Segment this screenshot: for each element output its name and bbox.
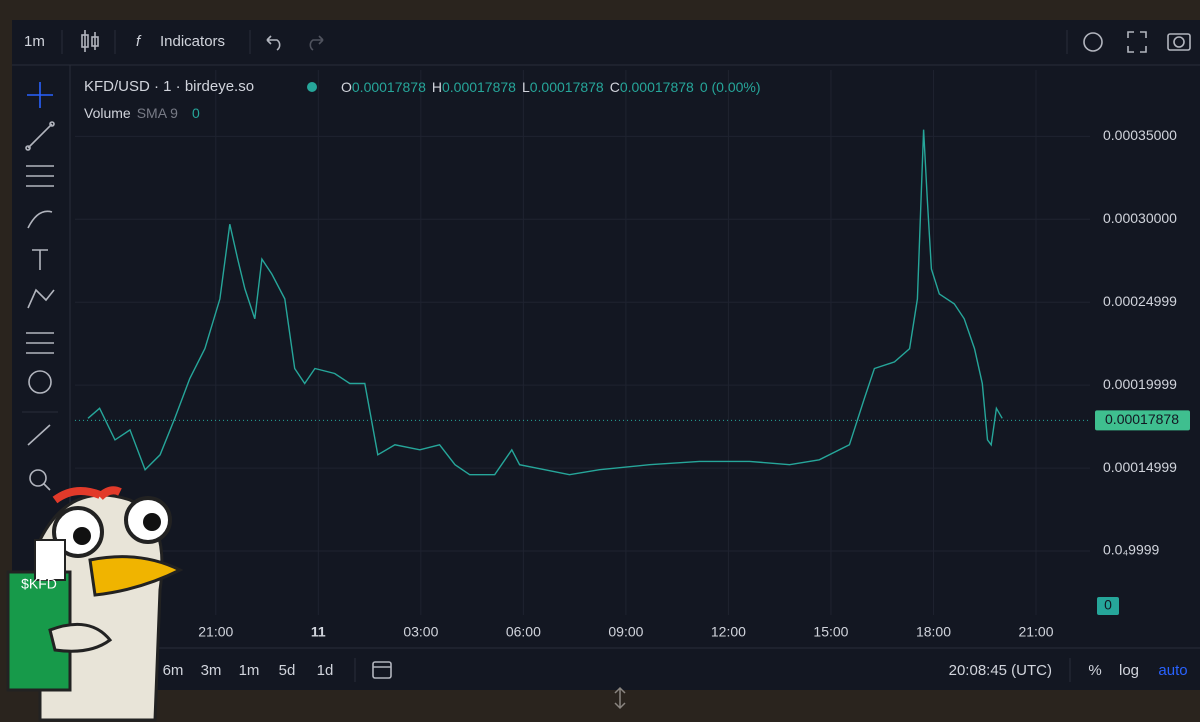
x-tick-label: 21:00 bbox=[198, 624, 233, 640]
value: 0.00017878 bbox=[442, 79, 516, 95]
value: 0.00017878 bbox=[620, 79, 694, 95]
range-button[interactable]: 6m bbox=[163, 662, 184, 679]
y-tick-label: 0.00014999 bbox=[1103, 459, 1177, 475]
ranges: 6m 3m 1m 5d 1d bbox=[163, 662, 334, 679]
x-tick-label: 12:00 bbox=[711, 624, 746, 640]
indicators-button[interactable]: Indicators bbox=[160, 33, 225, 50]
volume-axis-label: 0 bbox=[1104, 597, 1112, 613]
last-price-label: 0.00017878 bbox=[1105, 411, 1179, 427]
sticker-text: $KFD bbox=[21, 576, 57, 592]
fullscreen-icon[interactable] bbox=[1127, 31, 1147, 53]
resize-handle[interactable] bbox=[614, 686, 626, 710]
x-tick-label: 15:00 bbox=[813, 624, 848, 640]
y-tick-label: 0.00019999 bbox=[1103, 376, 1177, 392]
range-button[interactable]: 1m bbox=[239, 662, 260, 679]
value: 0.00017878 bbox=[530, 79, 604, 95]
x-tick-label: 09:00 bbox=[608, 624, 643, 640]
x-tick-label: 18:00 bbox=[916, 624, 951, 640]
log-toggle[interactable]: log bbox=[1119, 662, 1139, 679]
redo-icon[interactable] bbox=[309, 35, 324, 51]
change: 0 (0.00%) bbox=[700, 79, 761, 95]
price-line bbox=[87, 129, 1003, 476]
label: SMA 9 bbox=[137, 105, 178, 121]
x-tick-label: 21:00 bbox=[1018, 624, 1053, 640]
label: O bbox=[341, 79, 352, 95]
label: H bbox=[432, 79, 442, 95]
x-tick-label: 03:00 bbox=[403, 624, 438, 640]
range-button[interactable]: 1d bbox=[317, 662, 334, 679]
interval-button[interactable]: 1m bbox=[24, 33, 45, 50]
fx-icon[interactable]: f bbox=[136, 33, 142, 50]
camera-icon[interactable] bbox=[1167, 33, 1191, 51]
symbol: KFD/USD · 1 · birdeye.so bbox=[84, 78, 254, 95]
volume-legend: Volume SMA 9 0 bbox=[84, 105, 200, 121]
range-button[interactable]: 3m bbox=[201, 662, 222, 679]
y-tick-label: 0.00035000 bbox=[1103, 127, 1177, 143]
value: 0.00017878 bbox=[352, 79, 426, 95]
label: L bbox=[522, 79, 530, 95]
undo-icon[interactable] bbox=[266, 35, 281, 51]
settings-icon[interactable] bbox=[1083, 32, 1103, 52]
drawing-tools[interactable] bbox=[25, 82, 55, 491]
x-tick-label: 11 bbox=[311, 624, 326, 640]
label: Volume bbox=[84, 105, 131, 121]
y-tick-label: 0.0₄9999 bbox=[1103, 542, 1160, 558]
clock: 20:08:45 (UTC) bbox=[949, 662, 1052, 679]
volume-axis-box bbox=[1097, 597, 1119, 615]
ohlc: O0.00017878 H0.00017878 L0.00017878 C0.0001… bbox=[341, 79, 761, 95]
percent-toggle[interactable]: % bbox=[1088, 662, 1101, 679]
label: C bbox=[610, 79, 620, 95]
status-dot bbox=[307, 82, 317, 92]
last-price-box bbox=[1095, 410, 1190, 431]
y-tick-label: 0.00030000 bbox=[1103, 210, 1177, 226]
value: 0 bbox=[192, 105, 200, 121]
auto-toggle[interactable]: auto bbox=[1158, 662, 1187, 679]
range-button[interactable]: 5d bbox=[279, 662, 296, 679]
app bbox=[12, 20, 1200, 690]
plot: 0.00035000 0.00030000 0.00024999 0.00019999… bbox=[75, 70, 1190, 640]
candles-icon[interactable] bbox=[81, 30, 99, 52]
y-tick-label: 0.00024999 bbox=[1103, 293, 1177, 309]
x-tick-label: 06:00 bbox=[506, 624, 541, 640]
mascot: $KFD bbox=[6, 486, 184, 722]
date-range-icon[interactable] bbox=[372, 661, 392, 679]
